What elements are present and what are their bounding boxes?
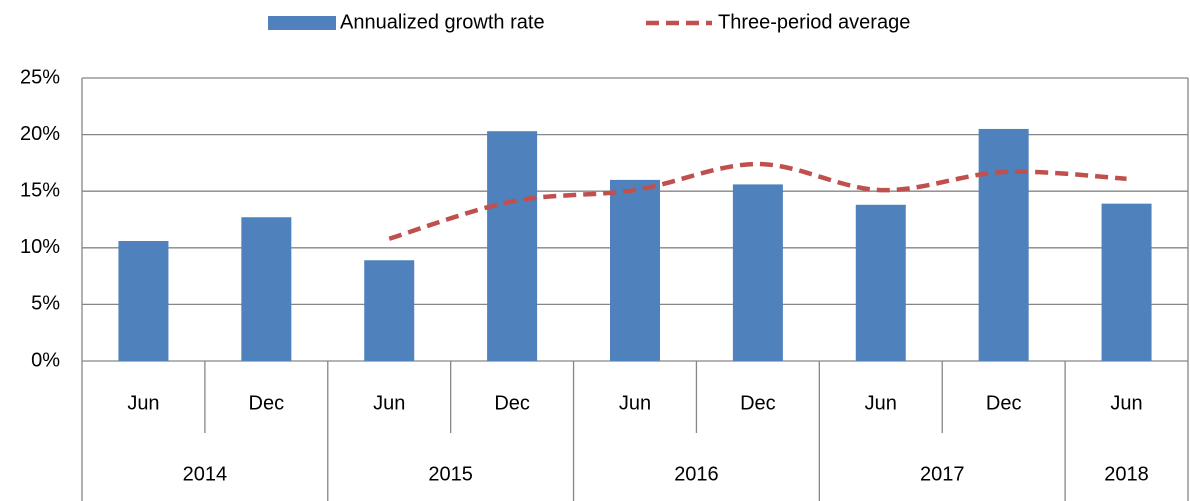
x-tick-label: Jun [373,392,405,414]
x-tick-label: Jun [127,392,159,414]
bar [610,179,660,361]
x-group-label: 2017 [920,463,965,485]
x-group-label: 2018 [1104,463,1149,485]
x-tick-label: Dec [986,392,1022,414]
legend-label: Three-period average [718,11,910,33]
line [388,161,1127,241]
bar [978,128,1029,361]
bar [855,204,906,361]
x-tick-label: Jun [1110,392,1142,414]
y-tick-label: 20% [20,123,60,145]
x-tick-label: Dec [249,392,285,414]
bar [364,260,415,361]
y-tick-label: 0% [31,349,60,371]
bar [241,217,292,361]
x-tick-label: Dec [494,392,530,414]
y-tick-label: 10% [20,236,60,258]
x-group-label: 2015 [428,463,473,485]
x-group-label: 2014 [183,463,228,485]
x-tick-label: Dec [740,392,776,414]
bar [1101,203,1152,361]
bar [118,241,169,361]
legend-swatch [268,16,336,30]
y-tick-label: 25% [20,66,60,88]
y-tick-label: 5% [31,293,60,315]
y-tick-label: 15% [20,179,60,201]
bar [732,184,783,361]
x-group-label: 2016 [674,463,719,485]
x-tick-label: Jun [865,392,897,414]
bar [487,131,538,361]
x-tick-label: Jun [619,392,651,414]
legend-label: Annualized growth rate [340,11,545,33]
